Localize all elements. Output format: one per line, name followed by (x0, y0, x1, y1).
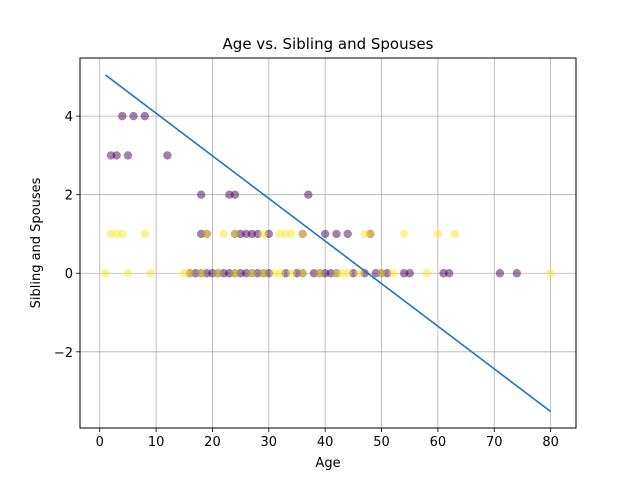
data-point-class-1 (450, 229, 460, 239)
y-tick-label: 0 (65, 267, 73, 282)
x-axis-label: Age (315, 456, 340, 471)
data-point-class-1 (298, 269, 307, 278)
data-point-class-0 (123, 151, 133, 160)
x-tick-label: 10 (148, 435, 165, 450)
data-point-class-1 (146, 269, 155, 278)
data-point-class-0 (320, 229, 330, 239)
data-point-class-1 (287, 269, 296, 278)
data-point-class-1 (354, 269, 364, 278)
data-point-class-1 (298, 229, 307, 239)
data-point-class-0 (118, 111, 127, 121)
chart-title: Age vs. Sibling and Spouses (223, 35, 434, 53)
data-point-class-1 (185, 269, 195, 278)
data-point-class-1 (101, 269, 110, 278)
data-point-class-0 (444, 269, 454, 278)
regression-line (104, 74, 552, 413)
data-point-class-1 (258, 229, 268, 239)
y-tick-label: 4 (65, 110, 73, 125)
axis-ticks: 0 10 20 30 40 50 60 70 80 −2 0 2 4 (54, 110, 559, 450)
grid (80, 58, 576, 428)
x-tick-label: 0 (96, 435, 104, 450)
x-tick-label: 70 (486, 435, 503, 450)
data-point-class-0 (495, 269, 505, 278)
data-points (101, 111, 555, 278)
y-tick-label: 2 (65, 189, 73, 204)
data-point-class-1 (230, 229, 240, 239)
x-tick-label: 30 (261, 435, 278, 450)
data-point-class-1 (546, 269, 555, 278)
data-point-class-0 (112, 151, 121, 160)
data-point-class-1 (388, 269, 398, 278)
data-point-class-1 (202, 229, 212, 239)
data-point-class-1 (399, 229, 409, 239)
data-point-class-0 (140, 111, 150, 121)
data-point-class-1 (315, 269, 324, 278)
data-point-class-1 (196, 269, 206, 278)
data-point-class-1 (287, 229, 296, 239)
data-point-class-1 (219, 229, 228, 239)
data-point-class-1 (258, 269, 268, 278)
x-tick-label: 50 (373, 435, 390, 450)
data-point-class-1 (366, 229, 375, 239)
data-point-class-1 (433, 229, 443, 239)
data-point-class-0 (332, 229, 341, 239)
data-point-class-1 (230, 269, 240, 278)
plot-frame (79, 57, 577, 429)
data-point-class-0 (405, 269, 414, 278)
data-point-class-1 (247, 269, 257, 278)
data-point-class-1 (118, 229, 127, 239)
data-point-class-1 (123, 269, 133, 278)
data-point-class-0 (163, 151, 172, 160)
y-tick-label: −2 (54, 346, 73, 361)
data-point-class-0 (230, 190, 240, 199)
data-point-class-1 (377, 269, 386, 278)
data-point-class-1 (213, 269, 223, 278)
data-point-class-0 (304, 190, 313, 199)
data-point-class-0 (512, 269, 522, 278)
x-tick-label: 80 (542, 435, 559, 450)
data-point-class-0 (196, 190, 206, 199)
data-point-class-1 (343, 269, 352, 278)
x-tick-label: 40 (317, 435, 334, 450)
y-axis-label: Sibling and Spouses (29, 177, 44, 308)
regression-line-group (104, 74, 552, 413)
data-point-class-1 (422, 269, 431, 278)
data-point-class-1 (275, 269, 285, 278)
data-point-class-1 (140, 229, 150, 239)
x-tick-label: 20 (204, 435, 221, 450)
data-point-class-0 (343, 229, 352, 239)
data-point-class-0 (129, 111, 138, 121)
x-tick-label: 60 (430, 435, 447, 450)
